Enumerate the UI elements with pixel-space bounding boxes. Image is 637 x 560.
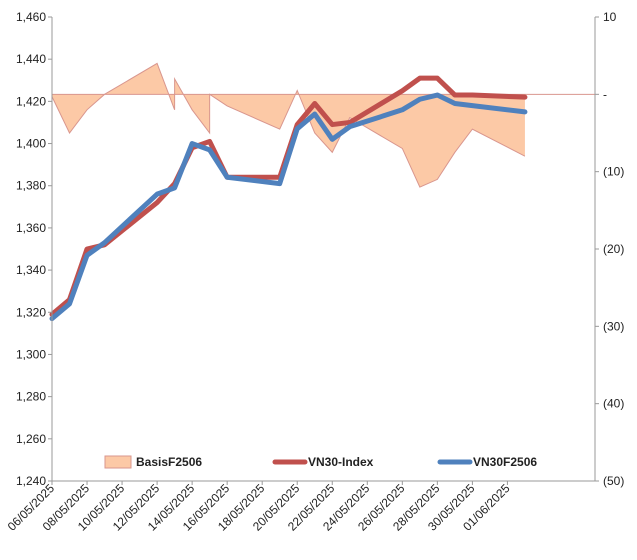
right-tick-label: -: [603, 87, 607, 101]
left-tick-label: 1,460: [16, 10, 46, 24]
legend-item-basisf2506: BasisF2506: [104, 455, 202, 469]
series-line-vn30f2506: [49, 92, 528, 322]
left-tick-label: 1,380: [16, 179, 46, 193]
legend-swatch: [104, 455, 132, 469]
legend: BasisF2506 VN30-Index VN30F2506: [104, 455, 537, 469]
legend-label: BasisF2506: [136, 455, 202, 469]
left-tick-label: 1,260: [16, 432, 46, 446]
left-tick-label: 1,300: [16, 347, 46, 361]
right-tick-label: (20): [603, 242, 624, 256]
basis-area-edge: [51, 62, 526, 188]
legend-item-vn30f2506: VN30F2506: [437, 455, 537, 469]
right-tick-label: (10): [603, 165, 624, 179]
left-tick-label: 1,320: [16, 305, 46, 319]
left-tick-label: 1,440: [16, 52, 46, 66]
left-axis-ticks: 1,240 1,260 1,280 1,300 1,320 1,340 1,360 1,380…: [16, 10, 52, 488]
left-tick-label: 1,340: [16, 263, 46, 277]
x-axis-ticks: 06/05/202508/05/202510/05/202512/05/2025…: [5, 481, 513, 534]
right-tick-label: (30): [603, 319, 624, 333]
legend-item-vn30-index: VN30-Index: [272, 455, 374, 469]
right-tick-label: (50): [603, 474, 624, 488]
right-axis-ticks: 10 - (10) (20) (30) (40) (50): [595, 10, 624, 488]
basis-area: [52, 63, 525, 188]
left-tick-label: 1,400: [16, 137, 46, 151]
right-tick-label: 10: [603, 10, 617, 24]
left-tick-label: 1,420: [16, 94, 46, 108]
lines-layer: [49, 75, 528, 322]
left-tick-label: 1,280: [16, 390, 46, 404]
left-tick-label: 1,360: [16, 221, 46, 235]
legend-label: VN30-Index: [308, 455, 374, 469]
right-tick-label: (40): [603, 397, 624, 411]
left-tick-label: 1,240: [16, 474, 46, 488]
legend-label: VN30F2506: [473, 455, 537, 469]
